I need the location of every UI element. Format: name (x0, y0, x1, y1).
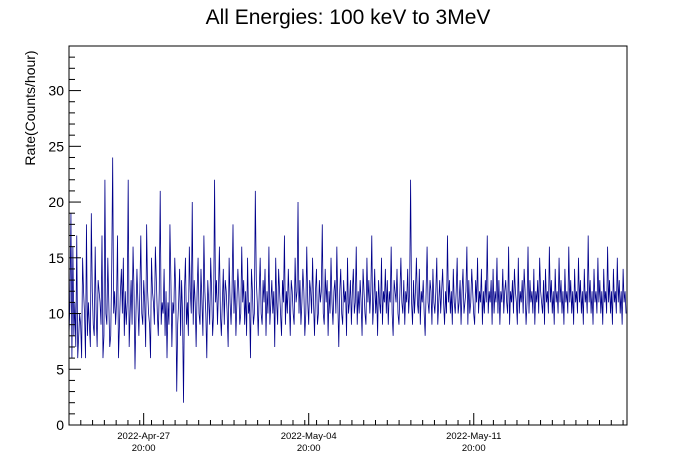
x-tick-time-label: 20:00 (297, 443, 321, 454)
y-tick-label: 20 (48, 194, 64, 210)
x-tick-date-label: 2022-Apr-27 (117, 431, 170, 442)
series-line (68, 157, 627, 403)
y-tick-label: 25 (48, 138, 64, 154)
x-tick-date-label: 2022-May-04 (281, 431, 337, 442)
x-tick-date-label: 2022-May-11 (446, 431, 501, 442)
chart-title: All Energies: 100 keV to 3MeV (206, 6, 491, 29)
y-tick-label: 30 (48, 83, 64, 99)
y-tick-label: 0 (56, 417, 64, 433)
plot-frame (68, 45, 628, 426)
x-tick-time-label: 20:00 (462, 443, 486, 454)
y-tick-label: 15 (48, 250, 64, 266)
x-tick-time-label: 20:00 (132, 443, 156, 454)
data-series (68, 157, 627, 403)
y-axis: 0 5 10 15 20 25 30 (48, 45, 81, 433)
x-axis: 2022-Apr-2720:002022-May-0420:002022-May… (68, 413, 624, 454)
y-tick-label: 5 (56, 361, 64, 377)
y-tick-label: 10 (48, 306, 64, 322)
y-axis-label: Rate(Counts/hour) (22, 50, 38, 165)
